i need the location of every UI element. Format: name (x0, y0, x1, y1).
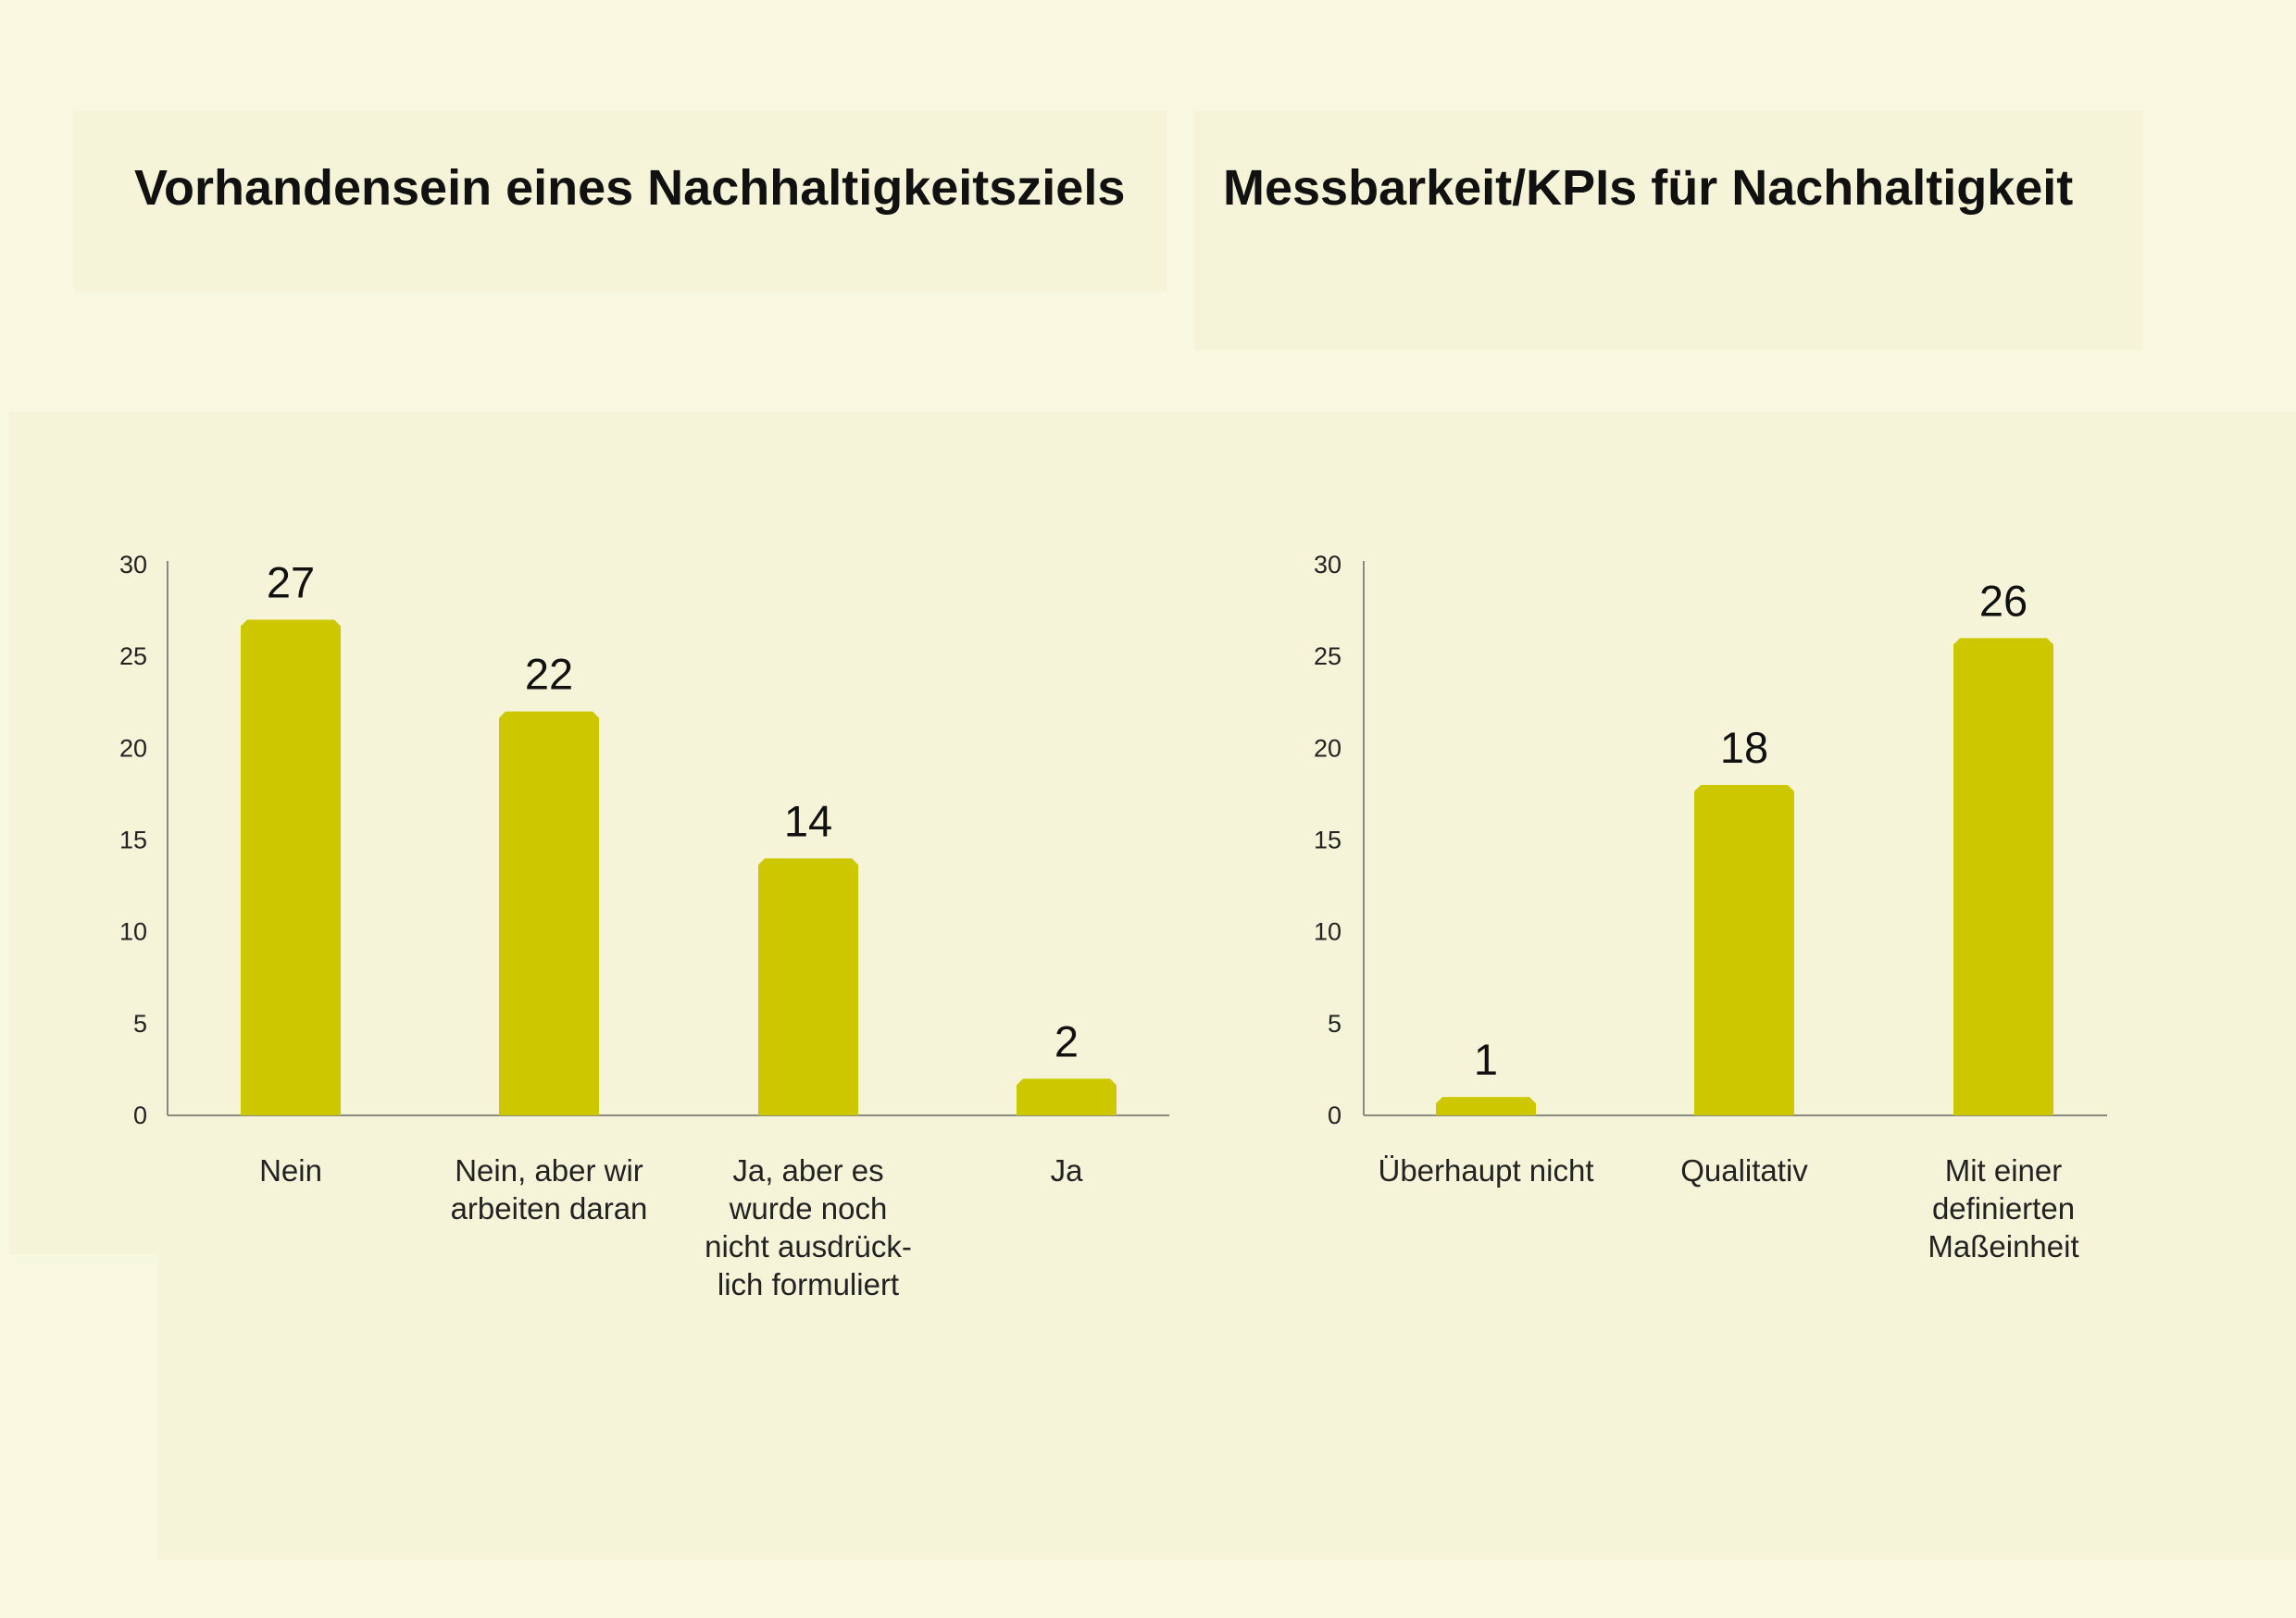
y-tick-label: 0 (1328, 1101, 1341, 1129)
chart-title-right: Messbarkeit/KPIs für Nachhaltigkeit (1223, 160, 2074, 216)
y-tick-label: 20 (1314, 734, 1341, 762)
x-tick-label: Mit einer definierten Maßeinheit (1928, 1153, 2078, 1263)
x-tick-label: Ja, aber es wurde noch nicht ausdrück-lich… (705, 1153, 912, 1301)
y-tick-label: 10 (1314, 918, 1341, 946)
data-label: 2 (1054, 1016, 1079, 1065)
y-tick-label: 5 (133, 1010, 147, 1038)
bar (1694, 785, 1794, 1115)
chart-title-left: Vorhandensein eines Nachhaltigkeitsziels (134, 160, 1126, 216)
bar (758, 858, 858, 1115)
y-tick-label: 5 (1328, 1010, 1341, 1038)
title-panel-left (74, 111, 1167, 292)
data-label: 22 (525, 650, 573, 699)
x-tick-label: Nein, aber wir arbeiten daran (451, 1153, 648, 1226)
y-tick-label: 25 (119, 642, 147, 670)
y-tick-label: 30 (1314, 551, 1341, 579)
y-tick-label: 0 (133, 1101, 147, 1129)
y-tick-label: 15 (1314, 827, 1341, 854)
title-panel-right (1194, 111, 2143, 350)
bar (1953, 638, 2053, 1115)
data-label: 1 (1474, 1035, 1498, 1084)
x-tick-label: Ja (1051, 1153, 1084, 1188)
bar (1436, 1097, 1536, 1115)
bar (241, 619, 341, 1115)
y-tick-label: 20 (119, 734, 147, 762)
data-label: 14 (784, 796, 832, 845)
y-tick-label: 10 (119, 918, 147, 946)
x-tick-label: Überhaupt nicht (1379, 1153, 1594, 1188)
chart-panel-lower (157, 1254, 2296, 1560)
bar (499, 711, 599, 1115)
x-tick-label: Nein (259, 1153, 322, 1188)
data-label: 26 (1979, 576, 2028, 625)
y-tick-label: 25 (1314, 642, 1341, 670)
y-tick-label: 30 (119, 551, 147, 579)
chart-panel (9, 412, 2296, 1254)
y-tick-label: 15 (119, 827, 147, 854)
data-label: 27 (267, 558, 315, 607)
x-tick-label: Qualitativ (1680, 1153, 1808, 1188)
data-label: 18 (1720, 723, 1768, 772)
bar (1017, 1078, 1117, 1115)
